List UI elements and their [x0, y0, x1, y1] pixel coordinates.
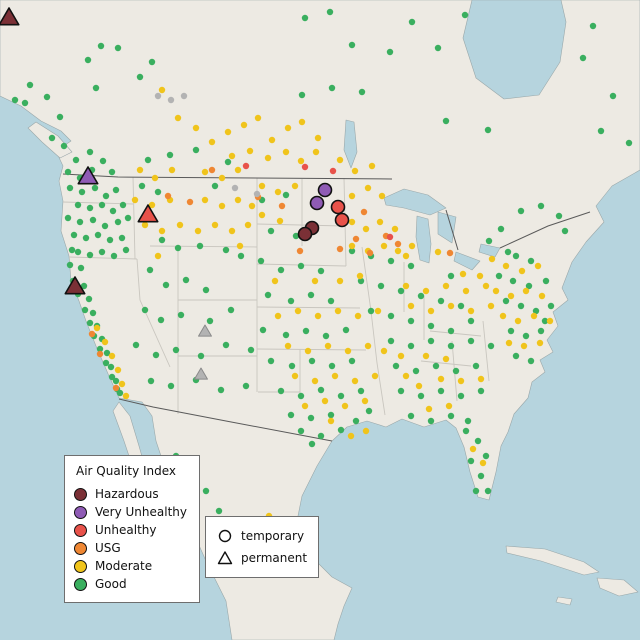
lake-winnipeg: [343, 119, 358, 169]
country-borders: [62, 173, 591, 442]
lake-michigan: [415, 215, 432, 264]
good-swatch-icon: [74, 577, 87, 591]
legend-item-good: Good: [74, 575, 187, 593]
jamaica-island: [555, 596, 573, 606]
aqi-legend-title: Air Quality Index: [76, 464, 177, 478]
unhealthy-swatch-icon: [74, 523, 87, 537]
very-unhealthy-swatch-icon: [74, 505, 87, 519]
us-canada-border-east: [445, 209, 459, 251]
st-lawrence-border: [499, 211, 591, 249]
legend-item-unhealthy: Unhealthy: [74, 521, 187, 539]
lake-ontario: [478, 243, 501, 258]
legend-item-very-unhealthy: Very Unhealthy: [74, 503, 187, 521]
legend-item-label: permanent: [241, 551, 308, 565]
usg-swatch-icon: [74, 541, 87, 555]
lake-superior: [383, 188, 447, 216]
markers-layer: [0, 7, 633, 547]
hazardous-swatch-icon: [74, 487, 87, 501]
hispaniola-island: [596, 577, 639, 597]
legend-item-label: USG: [95, 541, 121, 555]
legend-item-label: temporary: [241, 529, 305, 543]
legend-item-usg: USG: [74, 539, 187, 557]
legend-item-permanent: permanent: [217, 547, 307, 569]
inland-water: [343, 0, 567, 271]
legend-item-label: Unhealthy: [95, 523, 157, 537]
legend-item-label: Moderate: [95, 559, 153, 573]
aqi-legend: Air Quality Index Hazardous Very Unhealt…: [64, 455, 200, 603]
legend-item-label: Hazardous: [95, 487, 159, 501]
us-mexico-border: [118, 398, 333, 442]
temporary-circle-icon: [217, 528, 233, 544]
legend-item-temporary: temporary: [217, 525, 307, 547]
legend-item-label: Good: [95, 577, 127, 591]
permanent-triangle-icon: [217, 550, 233, 566]
hudson-bay: [462, 0, 567, 100]
us-canada-border: [62, 173, 393, 180]
marker-type-legend: temporary permanent: [205, 516, 320, 578]
cuba-island: [505, 545, 600, 576]
lake-huron: [437, 211, 457, 244]
legend-item-hazardous: Hazardous: [74, 485, 187, 503]
legend-item-label: Very Unhealthy: [95, 505, 187, 519]
lake-erie: [453, 251, 481, 271]
legend-item-moderate: Moderate: [74, 557, 187, 575]
moderate-swatch-icon: [74, 559, 87, 573]
